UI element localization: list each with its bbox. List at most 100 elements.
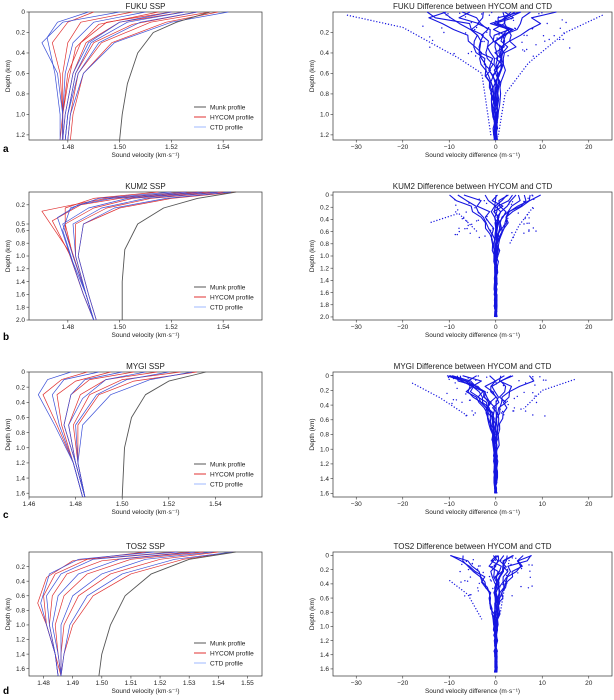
difference-point [492, 587, 494, 590]
difference-point [466, 227, 468, 230]
difference-point [471, 410, 473, 412]
difference-outlier-trace [497, 14, 603, 137]
difference-point [486, 31, 488, 33]
y-tick-label: 1.4 [320, 652, 329, 659]
difference-point [445, 14, 447, 16]
x-tick-label: −30 [351, 324, 362, 331]
difference-point [520, 567, 523, 570]
difference-point [502, 400, 504, 402]
y-axis-label: Depth (km) [309, 598, 316, 630]
difference-point [474, 55, 477, 57]
chart-title: KUM2 Difference between HYCOM and CTD [393, 182, 553, 191]
x-tick-label: 1.46 [23, 501, 36, 508]
hycom-profile-line [70, 11, 219, 141]
ctd-profile-line [40, 551, 155, 677]
difference-point [455, 377, 457, 379]
y-tick-label: 0.8 [320, 432, 329, 439]
difference-point [494, 236, 496, 238]
difference-point [471, 562, 473, 565]
y-tick-label: 1.6 [320, 290, 329, 297]
difference-point [477, 212, 480, 214]
difference-point [489, 229, 492, 231]
y-tick-label: 1.0 [320, 253, 329, 260]
difference-point [528, 222, 530, 224]
x-tick-label: 10 [539, 680, 547, 687]
difference-point [495, 383, 497, 385]
difference-point [455, 211, 457, 213]
difference-point [448, 378, 450, 381]
difference-point [532, 392, 534, 394]
difference-point [521, 41, 523, 43]
x-tick-label: 1.55 [241, 680, 254, 687]
difference-point [523, 391, 525, 394]
difference-point [511, 557, 513, 559]
difference-point [483, 40, 485, 43]
x-tick-label: 20 [585, 680, 593, 687]
difference-point [459, 570, 461, 573]
difference-point [523, 200, 525, 203]
x-tick-label: 10 [539, 324, 547, 331]
y-tick-label: 1.6 [320, 491, 329, 498]
x-tick-label: 1.54 [212, 680, 225, 687]
y-tick-label: 1.4 [320, 278, 329, 285]
x-tick-label: 0 [494, 144, 498, 151]
difference-outlier-trace [509, 206, 534, 245]
y-tick-label: 0.8 [16, 608, 25, 615]
difference-point [469, 382, 471, 384]
difference-profile-line [428, 11, 496, 141]
x-axis-label: Sound velocity (km·s⁻¹) [111, 332, 179, 339]
difference-point [520, 408, 522, 410]
difference-point [510, 18, 513, 20]
difference-point [454, 233, 456, 236]
difference-point [464, 382, 466, 384]
difference-point [488, 14, 491, 16]
difference-point [469, 232, 471, 234]
difference-point [497, 556, 499, 558]
x-tick-label: 1.50 [113, 324, 126, 331]
difference-point [502, 384, 505, 387]
plot-frame [332, 11, 613, 141]
difference-point [481, 40, 483, 43]
difference-point [475, 379, 477, 381]
difference-outlier-trace [346, 14, 492, 137]
difference-point [526, 213, 529, 216]
x-tick-label: 1.54 [209, 501, 222, 508]
difference-profile-line [458, 11, 497, 141]
difference-point [532, 27, 534, 29]
y-tick-label: 1.2 [320, 132, 329, 139]
difference-point [518, 380, 520, 382]
difference-point [535, 44, 537, 46]
difference-point [467, 52, 470, 55]
x-tick-label: 0 [494, 680, 498, 687]
y-axis-label: Depth (km) [5, 60, 12, 92]
y-tick-label: 1.4 [16, 475, 25, 482]
y-tick-label: 1.0 [16, 253, 25, 260]
difference-profile-line [446, 375, 497, 494]
difference-point [541, 12, 543, 14]
x-tick-label: −30 [351, 501, 362, 508]
difference-point [467, 377, 469, 379]
difference-point [532, 55, 534, 57]
y-tick-label: 0.6 [16, 415, 25, 422]
ssp-panel: 1.48 1.50 1.52 1.54 0 0.2 0.4 0.6 0.8 1.0 1.2 FUKU … [5, 2, 263, 159]
legend-label: CTD profile [210, 660, 243, 667]
difference-point [512, 236, 515, 238]
ssp-panel: 1.48 1.50 1.52 1.54 0.2 0.50.6 0.8 1.0 1.2 1.4 1.6… [5, 182, 263, 339]
legend-label: CTD profile [210, 304, 243, 311]
y-axis-label: Depth (km) [309, 240, 316, 272]
difference-point [531, 194, 533, 196]
y-tick-label: 0.6 [16, 593, 25, 600]
legend-label: Munk profile [210, 461, 246, 468]
hycom-profile-line [37, 551, 146, 677]
difference-point [495, 400, 497, 402]
y-tick-label: 0.8 [320, 241, 329, 248]
ctd-profile-line [51, 551, 196, 677]
ctd-profile-line [37, 371, 83, 498]
x-tick-label: 1.52 [165, 144, 178, 151]
difference-point [495, 585, 497, 587]
panel-label: c [3, 510, 9, 521]
difference-point [478, 198, 480, 200]
y-tick-label: 0.6 [320, 71, 329, 78]
ctd-profile-line [46, 11, 89, 140]
difference-point [486, 376, 488, 378]
